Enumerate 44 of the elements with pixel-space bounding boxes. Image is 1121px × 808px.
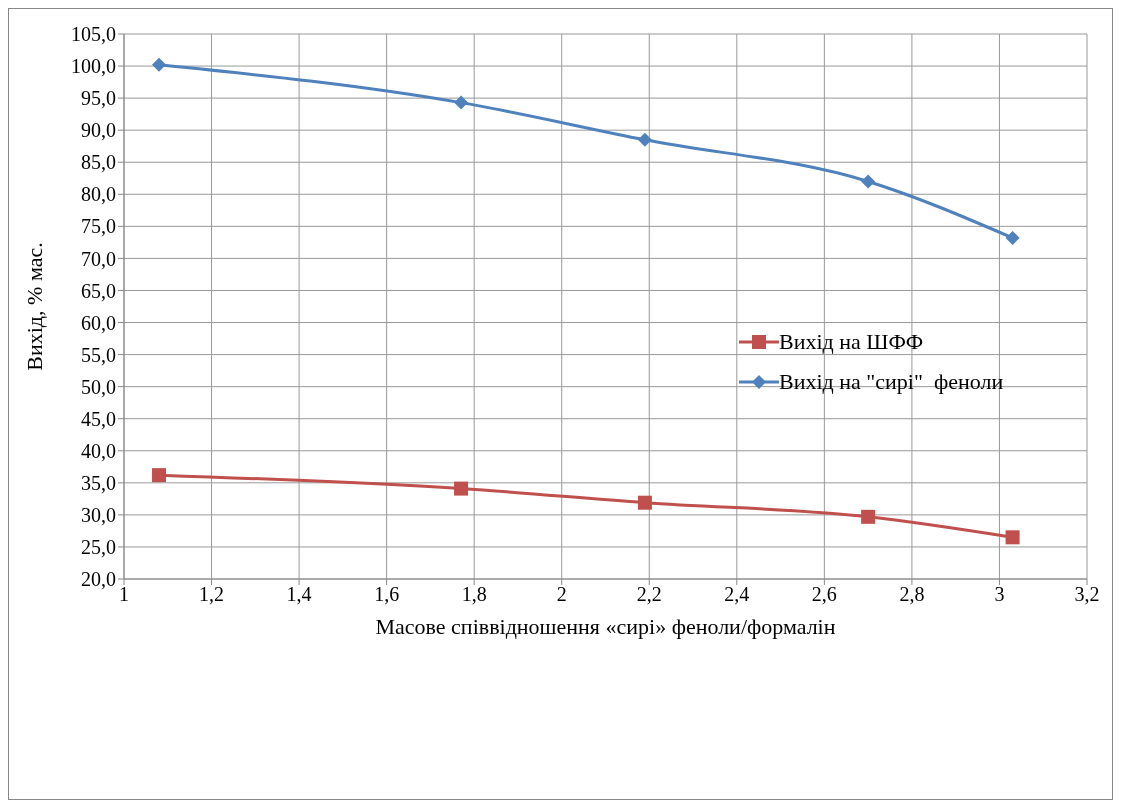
y-tick-label: 60,0: [81, 311, 116, 334]
legend-label: Вихід на ШФФ: [779, 329, 924, 355]
x-tick-label: 2,2: [636, 583, 662, 606]
point: [454, 481, 469, 496]
y-tick-label: 75,0: [81, 215, 116, 238]
y-tick-label: 80,0: [81, 183, 116, 206]
x-tick-label: 1,4: [286, 583, 312, 606]
x-axis-title: Масове співвідношення «сирі» феноли/формалін: [375, 614, 836, 639]
point: [637, 495, 652, 510]
point: [861, 174, 876, 189]
y-axis-title: Вихід, % мас.: [21, 242, 47, 371]
x-tick-label: 3: [994, 583, 1005, 606]
point: [152, 468, 167, 483]
legend-label: Вихід на "сирі" феноли: [779, 369, 1004, 395]
y-tick-label: 30,0: [81, 503, 116, 526]
x-tick-label: 1,2: [199, 583, 225, 606]
point: [861, 509, 876, 524]
y-tick-label: 25,0: [81, 536, 116, 559]
y-tick-label: 55,0: [81, 343, 116, 366]
x-tick-label: 1,8: [461, 583, 487, 606]
x-tick-label: 2,4: [724, 583, 750, 606]
x-tick-label: 1,6: [374, 583, 400, 606]
y-tick-label: 100,0: [71, 55, 116, 78]
y-tick-label: 95,0: [81, 87, 116, 110]
y-tick-label: 45,0: [81, 407, 116, 430]
point: [637, 132, 652, 147]
point: [152, 57, 167, 72]
x-tick-label: 3,2: [1074, 583, 1100, 606]
x-tick-label: 1: [119, 583, 129, 606]
y-tick-label: 40,0: [81, 439, 116, 462]
point: [454, 95, 469, 110]
x-tick-label: 2,8: [899, 583, 925, 606]
y-tick-label: 50,0: [81, 375, 116, 398]
point: [1005, 230, 1020, 245]
point: [1005, 530, 1020, 545]
x-tick-label: 2,6: [811, 583, 837, 606]
y-tick-label: 85,0: [81, 151, 116, 174]
x-tick-label: 2: [556, 583, 567, 606]
y-tick-label: 35,0: [81, 471, 116, 494]
y-tick-label: 70,0: [81, 247, 116, 270]
y-tick-label: 65,0: [81, 279, 116, 302]
y-tick-label: 105,0: [71, 23, 116, 46]
y-tick-label: 20,0: [81, 568, 116, 591]
y-tick-label: 90,0: [81, 119, 116, 142]
